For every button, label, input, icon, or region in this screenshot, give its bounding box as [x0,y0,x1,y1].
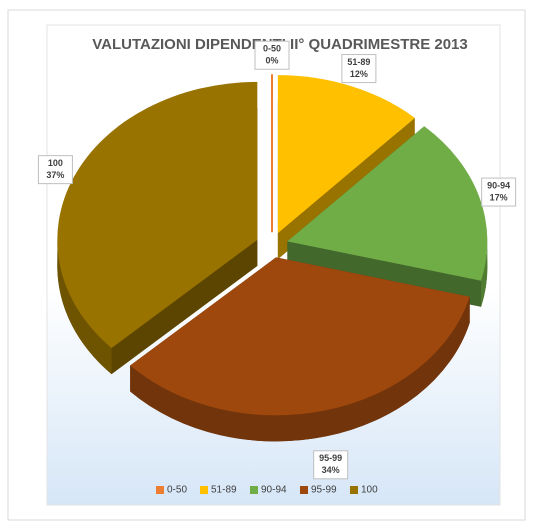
data-label-box [341,54,377,84]
data-label-category: 0-50 [263,44,281,54]
data-label-box [37,155,73,185]
legend-swatch [350,486,358,494]
slice-rim [130,296,470,442]
labels: 0-50 0% 51-89 12% 90-94 17% 95-99 34% 100 37% [37,40,517,480]
slice [287,126,488,281]
legend-swatch [250,486,258,494]
data-label-value: 34% [322,465,340,475]
legend-label: 90-94 [261,485,287,496]
data-label-category: 95-99 [319,453,342,463]
legend: 0-50 51-89 90-94 95-99 100 [156,485,378,496]
slice-rim [57,239,112,375]
legend-swatch [300,486,308,494]
slice [57,81,258,349]
legend-label: 100 [361,485,378,496]
data-label-value: 0% [265,56,278,66]
slice [277,75,415,234]
legend-swatch [200,486,208,494]
legend-swatch [156,486,164,494]
slice-rim [481,241,488,307]
data-label-box [254,40,290,70]
legend-label: 0-50 [167,485,187,496]
pie [57,74,488,442]
data-label-category: 51-89 [347,57,370,67]
slice-wall [111,239,258,375]
data-label-box [481,177,517,207]
legend-label: 51-89 [211,485,237,496]
data-label-value: 37% [46,170,64,180]
slice [130,257,470,416]
data-label-category: 100 [48,158,63,168]
data-label-value: 12% [350,69,368,79]
data-label-box [313,450,349,480]
data-label-category: 90-94 [487,180,510,190]
legend-label: 95-99 [311,485,337,496]
data-label-value: 17% [490,192,508,202]
